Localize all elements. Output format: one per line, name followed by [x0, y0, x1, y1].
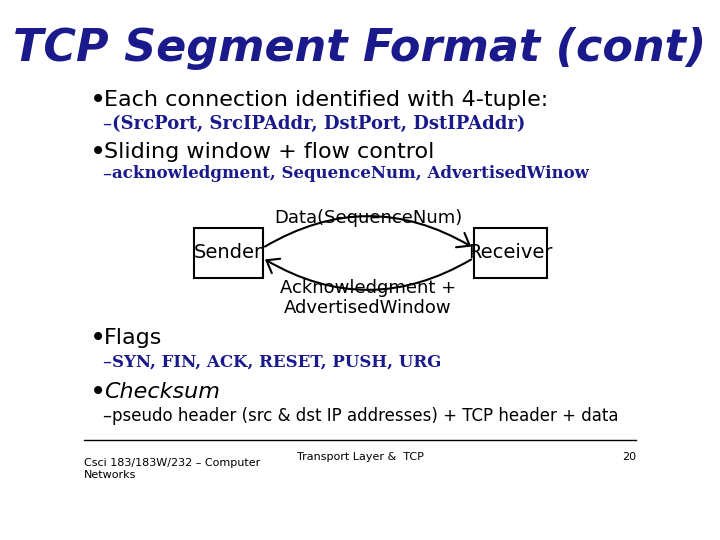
- Text: –: –: [102, 165, 111, 183]
- Text: –: –: [102, 353, 111, 371]
- Text: Acknowledgment +
AdvertisedWindow: Acknowledgment + AdvertisedWindow: [280, 279, 456, 318]
- Text: (SrcPort, SrcIPAddr, DstPort, DstIPAddr): (SrcPort, SrcIPAddr, DstPort, DstIPAddr): [112, 115, 526, 133]
- Text: Flags: Flags: [104, 328, 163, 348]
- Text: Checksum: Checksum: [104, 382, 220, 402]
- FancyBboxPatch shape: [474, 228, 546, 278]
- FancyArrowPatch shape: [266, 259, 472, 290]
- Text: –: –: [102, 115, 111, 133]
- Text: Data(SequenceNum): Data(SequenceNum): [274, 209, 462, 227]
- Text: •: •: [91, 378, 107, 406]
- Text: •: •: [91, 324, 107, 352]
- FancyBboxPatch shape: [194, 228, 263, 278]
- FancyArrowPatch shape: [265, 216, 470, 247]
- Text: 20: 20: [622, 452, 636, 462]
- Text: Sliding window + flow control: Sliding window + flow control: [104, 142, 435, 162]
- Text: pseudo header (src & dst IP addresses) + TCP header + data: pseudo header (src & dst IP addresses) +…: [112, 407, 618, 425]
- Text: Transport Layer &  TCP: Transport Layer & TCP: [297, 452, 423, 462]
- Text: Receiver: Receiver: [468, 244, 552, 262]
- Text: Each connection identified with 4-tuple:: Each connection identified with 4-tuple:: [104, 90, 549, 110]
- Text: TCP Segment Format (cont): TCP Segment Format (cont): [14, 26, 706, 70]
- Text: Sender: Sender: [194, 244, 263, 262]
- Text: •: •: [91, 86, 107, 114]
- Text: Csci 183/183W/232 – Computer
Networks: Csci 183/183W/232 – Computer Networks: [84, 458, 260, 480]
- Text: acknowledgment, SequenceNum, AdvertisedWinow: acknowledgment, SequenceNum, AdvertisedW…: [112, 165, 589, 183]
- Text: SYN, FIN, ACK, RESET, PUSH, URG: SYN, FIN, ACK, RESET, PUSH, URG: [112, 354, 441, 370]
- Text: •: •: [91, 138, 107, 166]
- Text: –: –: [102, 407, 111, 425]
